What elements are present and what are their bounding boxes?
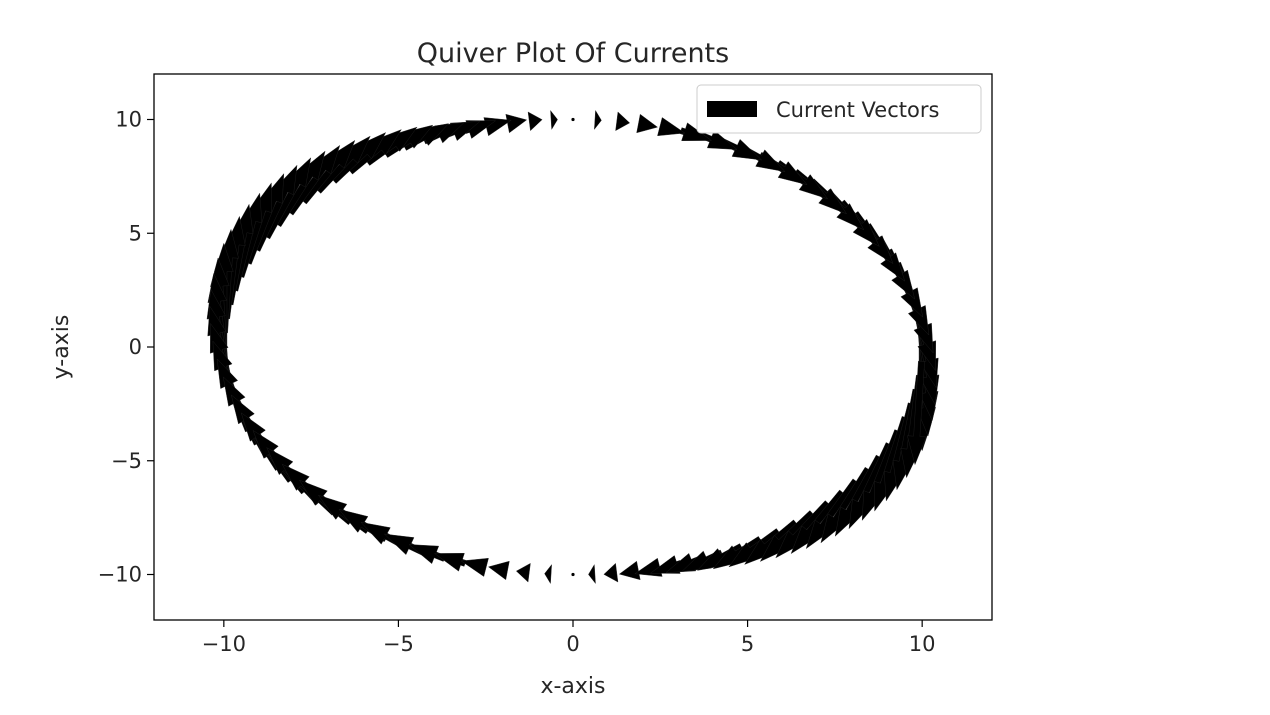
quiver-arrow — [571, 117, 575, 122]
quiver-arrow — [516, 562, 531, 583]
x-tick-label: −10 — [202, 632, 246, 656]
quiver-arrow — [603, 562, 619, 583]
quiver-arrow — [550, 109, 558, 131]
quiver-arrow — [657, 117, 686, 137]
quiver-arrow — [488, 560, 510, 581]
x-tick-label: 5 — [741, 632, 754, 656]
legend-entry-current-vectors: Current Vectors — [776, 98, 939, 122]
plot-area — [154, 74, 992, 620]
y-axis-label: y-axis — [49, 315, 74, 380]
legend-swatch — [707, 101, 757, 117]
quiver-arrow — [907, 360, 927, 466]
y-tick-label: 5 — [129, 221, 142, 245]
legend: Current Vectors — [696, 84, 982, 134]
y-tick-label: −10 — [98, 563, 142, 587]
quiver-arrow — [460, 557, 489, 577]
quiver-arrow — [527, 111, 543, 132]
quiver-arrow — [588, 563, 596, 585]
quiver-arrows — [206, 109, 940, 585]
x-tick-label: 0 — [566, 632, 579, 656]
quiver-arrow — [544, 564, 552, 585]
y-tick-label: −5 — [111, 449, 142, 473]
y-tick-label: 10 — [115, 108, 142, 132]
quiver-arrow — [434, 553, 467, 572]
y-tick-label: 0 — [129, 335, 142, 359]
quiver-arrow — [679, 122, 712, 141]
quiver-arrow — [594, 109, 602, 130]
quiver-arrow — [615, 111, 630, 132]
chart-title: Quiver Plot Of Currents — [417, 38, 729, 69]
legend-box — [696, 84, 982, 134]
quiver-arrow — [505, 113, 528, 134]
y-axis-ticks: −10 −5 0 5 10 — [98, 108, 154, 587]
quiver-arrow — [636, 113, 658, 134]
x-axis-label: x-axis — [540, 674, 605, 699]
x-tick-label: 10 — [909, 632, 936, 656]
x-tick-label: −5 — [383, 632, 414, 656]
quiver-arrow — [571, 572, 575, 577]
x-axis-ticks: −10 −5 0 5 10 — [202, 620, 936, 656]
quiver-arrow — [618, 560, 641, 581]
